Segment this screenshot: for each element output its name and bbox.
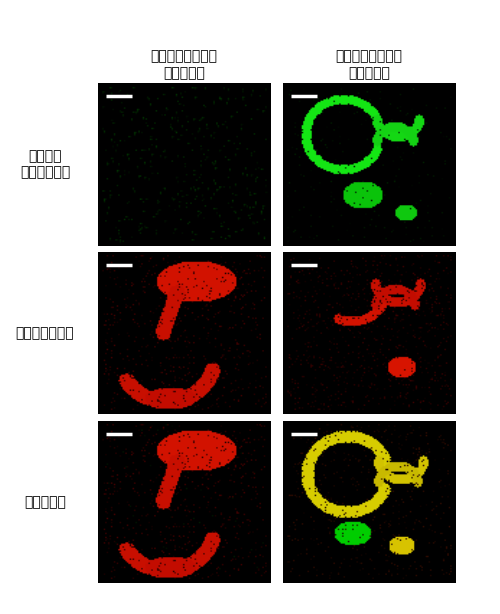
Text: ミトコンドリアが
正常な状態: ミトコンドリアが 正常な状態 [150,50,217,80]
Text: ミトコンドリアが
異常な状態: ミトコンドリアが 異常な状態 [335,50,402,80]
Text: リン酸化
ユビキチン鎖: リン酸化 ユビキチン鎖 [20,149,70,179]
Text: ミトコンドリア: ミトコンドリア [16,326,74,340]
Text: 重ね合わせ: 重ね合わせ [24,495,66,509]
